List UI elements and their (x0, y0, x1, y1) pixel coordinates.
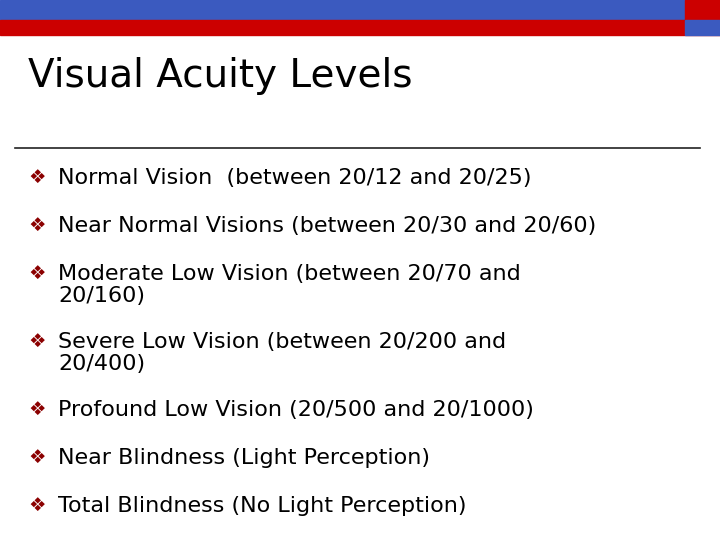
Text: ❖: ❖ (28, 264, 45, 283)
Text: Near Normal Visions (between 20/30 and 20/60): Near Normal Visions (between 20/30 and 2… (58, 216, 596, 236)
Text: ❖: ❖ (28, 168, 45, 187)
Text: Total Blindness (No Light Perception): Total Blindness (No Light Perception) (58, 496, 467, 516)
Bar (685, 0, 720, 20)
Text: ❖: ❖ (28, 496, 45, 515)
Text: ❖: ❖ (28, 216, 45, 235)
Bar (685, 20, 720, 35)
Text: Profound Low Vision (20/500 and 20/1000): Profound Low Vision (20/500 and 20/1000) (58, 400, 534, 420)
Text: Moderate Low Vision (between 20/70 and: Moderate Low Vision (between 20/70 and (58, 264, 521, 284)
Bar (0, 0, 720, 20)
Text: 20/400): 20/400) (58, 354, 145, 374)
Text: 20/160): 20/160) (58, 286, 145, 306)
Text: ❖: ❖ (28, 332, 45, 351)
Text: ❖: ❖ (28, 448, 45, 467)
Text: Normal Vision  (between 20/12 and 20/25): Normal Vision (between 20/12 and 20/25) (58, 168, 531, 188)
Text: ❖: ❖ (28, 400, 45, 419)
Text: Visual Acuity Levels: Visual Acuity Levels (28, 57, 413, 95)
Bar (0, 20, 720, 35)
Text: Near Blindness (Light Perception): Near Blindness (Light Perception) (58, 448, 430, 468)
Text: Severe Low Vision (between 20/200 and: Severe Low Vision (between 20/200 and (58, 332, 506, 352)
